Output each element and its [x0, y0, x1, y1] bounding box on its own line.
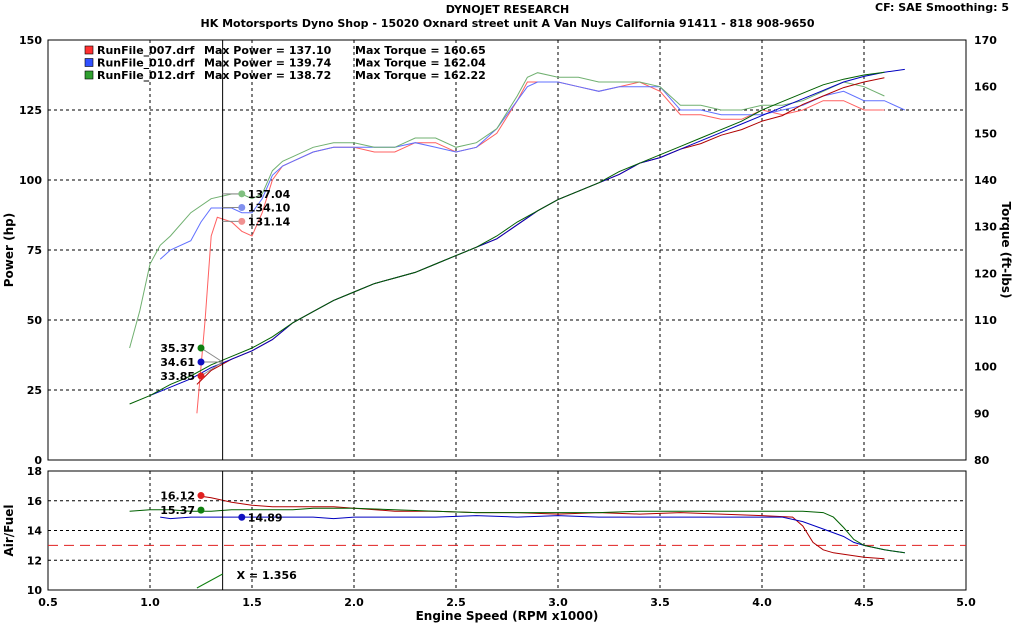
power-marker-label: 33.85 — [160, 370, 195, 383]
torque-marker-dot — [238, 204, 246, 212]
torque-tick-label: 90 — [974, 407, 990, 420]
torque-tick-label: 120 — [974, 267, 997, 280]
power-axis-title: Power (hp) — [2, 213, 16, 287]
airfuel-axis-title: Air/Fuel — [2, 504, 16, 556]
torque-tick-label: 140 — [974, 174, 997, 187]
rpm-tick-label: 3.5 — [650, 596, 670, 609]
power-tick-label: 25 — [27, 384, 42, 397]
legend-swatch — [84, 45, 94, 55]
rpm-tick-label: 2.5 — [446, 596, 466, 609]
cursor-readout-leader — [196, 573, 223, 589]
legend-torque-label: Max Torque = 162.22 — [355, 69, 486, 82]
torque-tick-label: 80 — [974, 454, 990, 467]
torque-tick-label: 110 — [974, 314, 997, 327]
rpm-tick-label: 1.0 — [140, 596, 160, 609]
power-series-line — [149, 68, 905, 397]
airfuel-tick-label: 18 — [27, 465, 42, 478]
airfuel-marker-dot — [238, 513, 246, 521]
air-fuel-panel: 0.5 1.0 1.5 2.0 2.5 3.0 3.5 4.0 4.5 5.0 10 12 14 16 18… — [27, 465, 976, 609]
torque-marker-dot — [238, 190, 246, 198]
torque-marker-label: 134.10 — [248, 202, 291, 215]
rpm-tick-label: 0.5 — [38, 596, 58, 609]
airfuel-marker-label: 16.12 — [160, 490, 195, 503]
cursor-readout-label: X = 1.356 — [237, 569, 297, 582]
x-axis-title: Engine Speed (RPM x1000) — [416, 609, 599, 623]
power-marker-label: 34.61 — [160, 356, 195, 369]
legend-file-label: RunFile_007.drf — [97, 44, 195, 57]
rpm-tick-label: 4.5 — [854, 596, 874, 609]
torque-series-line — [196, 81, 885, 414]
power-tick-label: 150 — [19, 34, 42, 47]
chart-brand-title: DYNOJET RESEARCH — [445, 3, 570, 16]
power-tick-label: 0 — [34, 454, 42, 467]
legend-power-label: Max Power = 139.74 — [204, 57, 332, 70]
legend-file-label: RunFile_012.drf — [97, 69, 195, 82]
power-series-line — [129, 71, 885, 405]
power-tick-label: 100 — [19, 174, 42, 187]
torque-tick-label: 130 — [974, 221, 997, 234]
torque-tick-label: 160 — [974, 81, 997, 94]
airfuel-marker-label: 14.89 — [248, 511, 283, 524]
airfuel-marker-label: 15.37 — [160, 504, 195, 517]
airfuel-marker-dot — [197, 492, 205, 500]
power-marker-dot — [197, 358, 205, 366]
correction-factor-label: CF: SAE Smoothing: 5 — [875, 1, 1009, 14]
torque-axis-title: Torque (ft-lbs) — [999, 202, 1013, 299]
airfuel-tick-label: 16 — [27, 495, 43, 508]
airfuel-tick-label: 10 — [27, 584, 43, 597]
airfuel-tick-label: 14 — [27, 525, 43, 538]
legend-torque-label: Max Torque = 160.65 — [355, 44, 486, 57]
legend-power-label: Max Power = 137.10 — [204, 44, 332, 57]
torque-marker-label: 137.04 — [248, 188, 291, 201]
rpm-tick-label: 1.5 — [242, 596, 262, 609]
legend-torque-label: Max Torque = 162.04 — [355, 57, 486, 70]
power-marker-dot — [197, 344, 205, 352]
chart-shop-title: HK Motorsports Dyno Shop - 15020 Oxnard … — [200, 17, 815, 30]
rpm-tick-label: 3.0 — [548, 596, 568, 609]
power-marker-leader — [200, 347, 223, 363]
power-marker-leader — [200, 361, 223, 377]
legend-file-label: RunFile_010.drf — [97, 57, 195, 70]
power-marker-dot — [197, 372, 205, 380]
rpm-tick-label: 5.0 — [956, 596, 976, 609]
axis-titles: Engine Speed (RPM x1000) Power (hp) Torque… — [2, 202, 1013, 623]
power-marker-label: 35.37 — [160, 342, 195, 355]
power-tick-label: 75 — [27, 244, 42, 257]
airfuel-tick-label: 12 — [27, 554, 42, 567]
rpm-tick-label: 2.0 — [344, 596, 364, 609]
legend-swatch — [84, 70, 94, 80]
legend-power-label: Max Power = 138.72 — [204, 69, 331, 82]
legend-swatch — [84, 58, 94, 67]
power-tick-label: 125 — [19, 104, 42, 117]
power-tick-label: 50 — [27, 314, 43, 327]
torque-tick-label: 100 — [974, 361, 997, 374]
torque-tick-label: 170 — [974, 34, 997, 47]
power-torque-panel: 0 25 50 75 100 125 150 80 90 100 110 120 130 140 150 16… — [19, 34, 997, 467]
torque-marker-dot — [238, 217, 246, 225]
torque-tick-label: 150 — [974, 127, 997, 140]
airfuel-series-line — [129, 507, 905, 554]
torque-marker-label: 131.14 — [248, 215, 291, 228]
rpm-tick-label: 4.0 — [752, 596, 772, 609]
airfuel-series-line — [200, 495, 885, 560]
airfuel-marker-dot — [197, 506, 205, 514]
